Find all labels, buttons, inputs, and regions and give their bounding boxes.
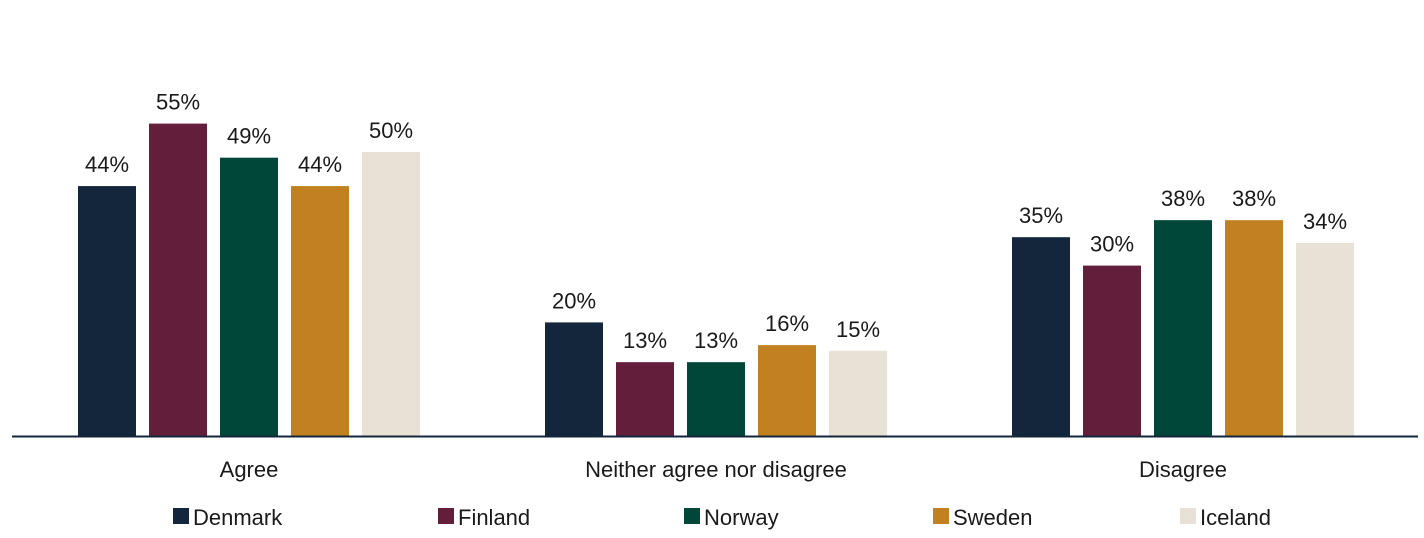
data-label-norway-1: 13% [694, 328, 738, 353]
bar-finland-1 [616, 362, 674, 436]
bar-iceland-0 [362, 152, 420, 436]
data-label-iceland-1: 15% [836, 317, 880, 342]
bar-sweden-1 [758, 345, 816, 436]
data-label-denmark-1: 20% [552, 288, 596, 313]
bar-denmark-1 [545, 322, 603, 436]
bar-iceland-1 [829, 350, 887, 436]
data-label-norway-0: 49% [227, 124, 271, 149]
legend-item-denmark: Denmark [173, 505, 283, 530]
legend-swatch-sweden [933, 508, 949, 524]
bar-norway-2 [1154, 220, 1212, 436]
data-label-iceland-2: 34% [1303, 209, 1347, 234]
category-label-0: Agree [220, 457, 279, 482]
data-label-denmark-0: 44% [85, 152, 129, 177]
bar-sweden-0 [291, 186, 349, 436]
data-label-sweden-0: 44% [298, 152, 342, 177]
bar-norway-0 [220, 157, 278, 436]
legend-swatch-iceland [1180, 508, 1196, 524]
bar-denmark-0 [78, 186, 136, 436]
legend-label-norway: Norway [704, 505, 779, 530]
data-label-iceland-0: 50% [369, 118, 413, 143]
legend-item-iceland: Iceland [1180, 505, 1271, 530]
data-label-norway-2: 38% [1161, 186, 1205, 211]
data-label-finland-1: 13% [623, 328, 667, 353]
bar-sweden-2 [1225, 220, 1283, 436]
legend-label-iceland: Iceland [1200, 505, 1271, 530]
data-label-denmark-2: 35% [1019, 203, 1063, 228]
legend-item-norway: Norway [684, 505, 779, 530]
bar-norway-1 [687, 362, 745, 436]
data-label-finland-0: 55% [156, 90, 200, 115]
category-label-2: Disagree [1139, 457, 1227, 482]
legend-swatch-denmark [173, 508, 189, 524]
data-label-sweden-2: 38% [1232, 186, 1276, 211]
bar-denmark-2 [1012, 237, 1070, 436]
legend-label-denmark: Denmark [193, 505, 283, 530]
legend-label-finland: Finland [458, 505, 530, 530]
legend-swatch-norway [684, 508, 700, 524]
legend: Denmark Finland Norway Sweden Iceland [173, 505, 1271, 530]
legend-swatch-finland [438, 508, 454, 524]
bar-finland-0 [149, 123, 207, 436]
legend-item-sweden: Sweden [933, 505, 1033, 530]
legend-item-finland: Finland [438, 505, 530, 530]
bar-finland-2 [1083, 265, 1141, 436]
legend-label-sweden: Sweden [953, 505, 1033, 530]
data-label-sweden-1: 16% [765, 311, 809, 336]
bar-iceland-2 [1296, 242, 1354, 436]
category-label-1: Neither agree nor disagree [585, 457, 847, 482]
data-label-finland-2: 30% [1090, 232, 1134, 257]
